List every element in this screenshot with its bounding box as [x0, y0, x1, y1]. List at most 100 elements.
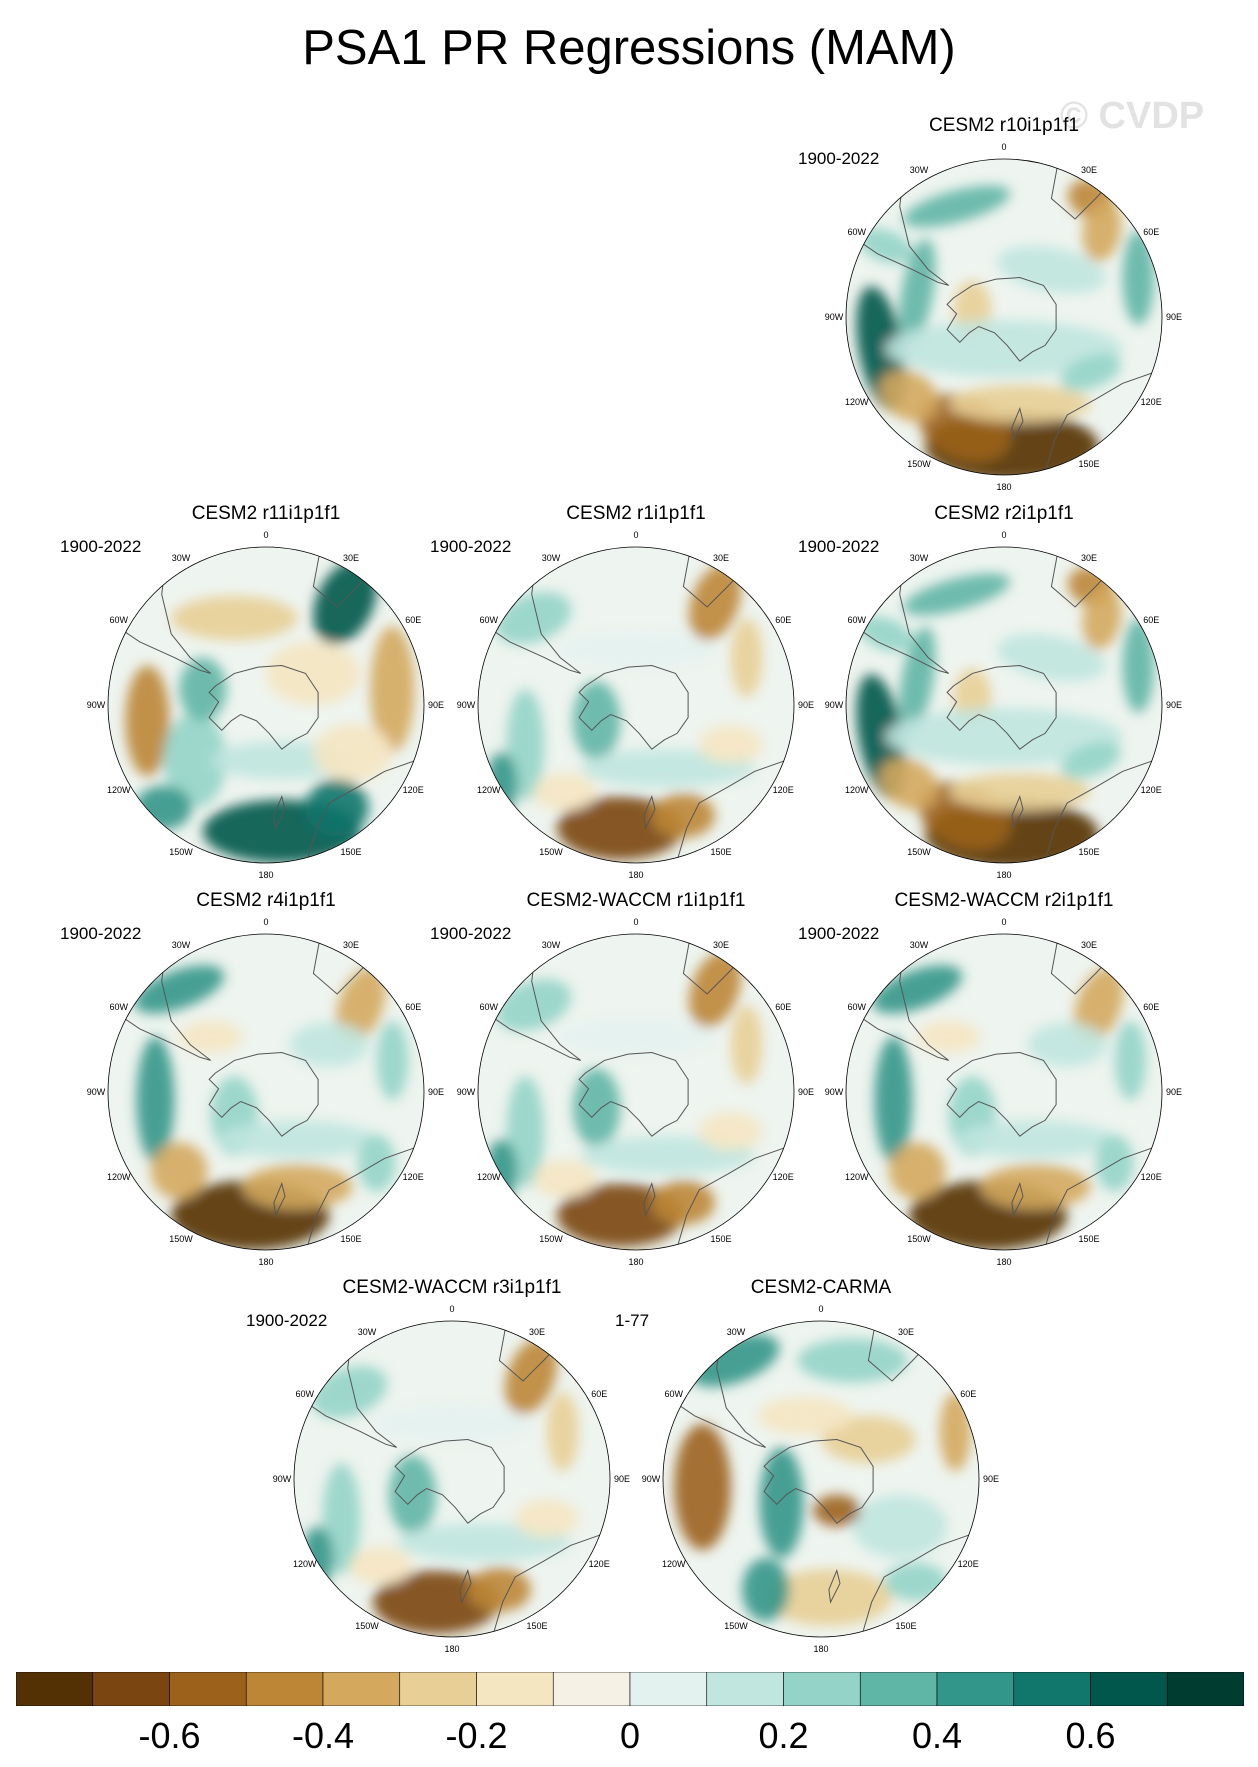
map-panel-3: 0 30E 60E 90E 120E 150E 180 150W 120W 90W 60W 30W [457, 530, 814, 880]
regression-blob [467, 1567, 531, 1612]
regression-blob [533, 1159, 597, 1198]
regression-blob [495, 979, 572, 1032]
lon-label: 30W [358, 1327, 377, 1337]
colorbar-swatch [936, 1671, 1015, 1707]
lon-label: 180 [996, 1257, 1011, 1267]
colorbar-swatch [322, 1671, 401, 1707]
south-america-outline [846, 934, 950, 1061]
australia-outline [1043, 371, 1155, 475]
lon-label: 150E [340, 1234, 361, 1244]
antarctica-outline [578, 664, 689, 750]
colorbar-swatch [1166, 1671, 1245, 1707]
regression-blob [1082, 198, 1122, 262]
lon-label: 150W [169, 1234, 193, 1244]
regression-blob [266, 641, 361, 705]
regression-blob [765, 1569, 893, 1626]
lon-label: 150W [907, 847, 931, 857]
lon-label: 30W [172, 553, 191, 563]
lon-label: 0 [818, 1304, 823, 1314]
regression-blob [651, 793, 715, 838]
colorbar-swatch [629, 1671, 708, 1707]
map-border [107, 933, 425, 1251]
regression-blob [313, 560, 377, 645]
colorbar-swatch [476, 1671, 554, 1707]
lon-label: 150E [895, 1621, 916, 1631]
australia-outline [675, 1146, 787, 1250]
regression-blob [218, 1120, 377, 1159]
lon-label: 60E [775, 615, 791, 625]
lon-label: 60W [110, 1002, 129, 1012]
panel-title: CESM2 r2i1p1f1 [934, 503, 1074, 524]
map-panel-1: 0 30E 60E 90E 120E 150E 180 150W 120W 90W 60W 30W [825, 142, 1182, 492]
regression-blob [874, 1036, 913, 1164]
antarctica-outline [946, 1051, 1057, 1137]
lon-label: 120W [845, 1172, 869, 1182]
lon-label: 60E [1143, 615, 1159, 625]
regression-blob [485, 1139, 518, 1203]
regression-blob [884, 1562, 948, 1601]
regression-blob [179, 657, 227, 721]
lon-label: 90W [825, 1087, 844, 1097]
regression-blob [388, 1455, 437, 1535]
regression-blob [688, 564, 742, 641]
regression-blob [336, 967, 386, 1043]
regression-blob [572, 681, 621, 761]
australia-outline [305, 1146, 417, 1250]
lon-label: 150W [907, 459, 931, 469]
regression-blob [1074, 967, 1124, 1043]
regression-blob [821, 1415, 916, 1464]
regression-blob [885, 708, 1123, 766]
regression-blob [485, 752, 518, 816]
regression-blob [557, 1183, 684, 1247]
colorbar-swatch [169, 1671, 247, 1707]
regression-blob [948, 772, 1091, 811]
regression-blob [125, 665, 170, 777]
lon-label: 150E [1078, 1234, 1099, 1244]
regression-blob [903, 185, 1011, 228]
lon-label: 180 [258, 1257, 273, 1267]
regression-blob [956, 1120, 1115, 1159]
australia-outline [491, 1533, 603, 1637]
regression-blob [533, 772, 597, 811]
lon-label: 120E [589, 1559, 610, 1569]
regression-blob [1060, 353, 1122, 391]
australia-outline [305, 759, 417, 863]
colorbar-swatch [783, 1671, 861, 1707]
lon-label: 90W [825, 312, 844, 322]
colorbar-tick-label: -0.4 [291, 1715, 355, 1756]
lon-label: 0 [1001, 530, 1006, 540]
south-america-outline [846, 159, 950, 286]
lon-label: 180 [813, 1644, 828, 1654]
panel-title: CESM2-WACCM r2i1p1f1 [894, 890, 1114, 911]
regression-blob [879, 758, 940, 810]
lon-label: 60E [405, 1002, 421, 1012]
regression-blob [858, 616, 913, 652]
regression-blob [1082, 586, 1122, 650]
colorbar-swatch [552, 1671, 631, 1707]
regression-blob [546, 1392, 579, 1472]
south-america-outline [478, 934, 582, 1061]
lon-label: 120E [1141, 397, 1162, 407]
lon-label: 90E [614, 1474, 630, 1484]
lon-label: 90W [273, 1474, 292, 1484]
new-zealand-outline [1011, 795, 1024, 830]
lon-label: 0 [1001, 142, 1006, 152]
lon-label: 30W [172, 940, 191, 950]
south-america-outline [294, 1321, 398, 1448]
lon-label: 150E [1078, 459, 1099, 469]
colorbar-swatch [706, 1671, 784, 1707]
regression-blob [872, 965, 963, 1014]
lon-label: 30W [727, 1327, 746, 1337]
map-border [293, 1320, 611, 1638]
lon-label: 30E [343, 940, 359, 950]
lon-label: 150W [169, 847, 193, 857]
lon-label: 150W [907, 1234, 931, 1244]
australia-outline [675, 759, 787, 863]
regression-blob [699, 725, 763, 764]
lon-label: 120E [403, 1172, 424, 1182]
map-border [845, 933, 1163, 1251]
colorbar-tick-label: -0.2 [445, 1715, 508, 1756]
map-panel-8: 0 30E 60E 90E 120E 150E 180 150W 120W 90W 60W 30W [273, 1304, 630, 1654]
lon-label: 90W [457, 1087, 476, 1097]
panel-title: CESM2 r10i1p1f1 [929, 115, 1079, 136]
